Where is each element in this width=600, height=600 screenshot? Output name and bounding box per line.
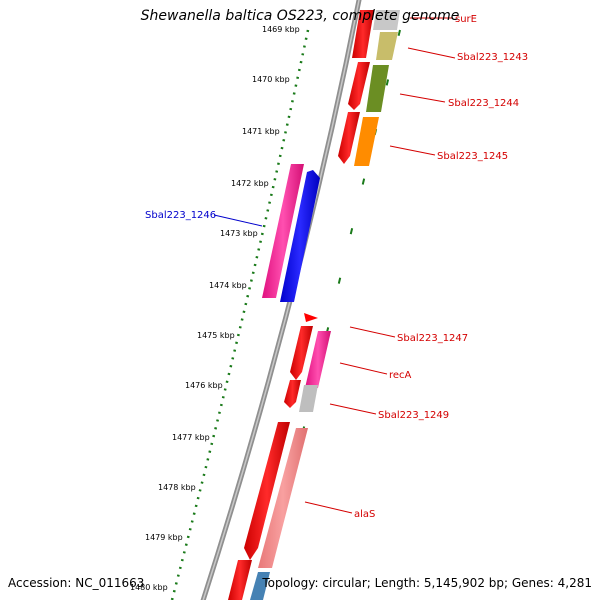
callout-line-1245 — [389, 145, 436, 156]
cds-red-1 — [352, 10, 374, 58]
kbp-label: 1480 kbp — [130, 583, 168, 592]
kbp-label: 1479 kbp — [145, 533, 183, 542]
gene-label-sbal223-1249[interactable]: Sbal223_1249 — [378, 410, 449, 421]
callout-line-alaS — [304, 501, 353, 514]
cds-salmon-alaS — [258, 428, 308, 568]
callout-line-recA — [339, 362, 388, 375]
kbp-label: 1478 kbp — [158, 483, 196, 492]
topology-text: Topology: circular; Length: 5,145,902 bp… — [262, 576, 592, 590]
callout-lines — [213, 17, 456, 514]
callout-line-1246 — [213, 214, 263, 227]
cds-gray-1249 — [299, 385, 318, 412]
gene-label-recA[interactable]: recA — [389, 370, 412, 381]
cds-magenta-1246 — [262, 164, 304, 298]
gene-label-surE[interactable]: surE — [455, 14, 477, 25]
kbp-label: 1469 kbp — [262, 25, 300, 34]
kbp-label: 1476 kbp — [185, 381, 223, 390]
callout-line-1249 — [329, 403, 377, 415]
cds-blue-1246 — [280, 170, 320, 302]
cds-gray-top — [373, 10, 400, 30]
gene-labels: surE Sbal223_1243 Sbal223_1244 Sbal223_1… — [145, 14, 528, 520]
gene-label-sbal223-1244[interactable]: Sbal223_1244 — [448, 98, 519, 109]
cds-red-5 — [284, 380, 301, 408]
cds-group-right — [250, 10, 400, 600]
kbp-label: 1473 kbp — [220, 229, 258, 238]
cds-red-3 — [338, 112, 360, 164]
gene-label-sbal223-1247[interactable]: Sbal223_1247 — [397, 333, 468, 344]
gene-label-sbal223-1246[interactable]: Sbal223_1246 — [145, 210, 216, 221]
cds-group-left — [228, 10, 374, 600]
cds-red-small-arrow — [304, 313, 318, 322]
gene-label-sbal223-1245[interactable]: Sbal223_1245 — [437, 151, 508, 162]
kbp-label: 1470 kbp — [252, 75, 290, 84]
map-title: Shewanella baltica OS223, complete genom… — [140, 8, 460, 24]
kbp-label: 1471 kbp — [242, 127, 280, 136]
kbp-label: 1477 kbp — [172, 433, 210, 442]
cds-steelblue — [250, 572, 270, 600]
kbp-label: 1474 kbp — [209, 281, 247, 290]
kbp-label: 1475 kbp — [197, 331, 235, 340]
cds-red-6 — [244, 422, 290, 560]
gene-label-alaS[interactable]: alaS — [354, 509, 375, 520]
cds-magenta-1247 — [305, 331, 331, 388]
callout-line-1244 — [399, 93, 446, 103]
kbp-label-group: 1469 kbp 1470 kbp 1471 kbp 1472 kbp 1473… — [130, 25, 300, 592]
accession-text: Accession: NC_011663 — [8, 576, 145, 590]
kbp-label: 1472 kbp — [231, 179, 269, 188]
callout-line-1243 — [407, 47, 456, 59]
cds-olive — [366, 65, 389, 112]
cds-red-4 — [290, 326, 313, 380]
cds-red-2 — [348, 62, 370, 110]
callout-line-1247 — [349, 326, 396, 338]
gene-label-sbal223-1243[interactable]: Sbal223_1243 — [457, 52, 528, 63]
cds-khaki — [376, 32, 398, 60]
cds-red-7 — [228, 560, 252, 600]
cds-orange — [354, 117, 379, 166]
